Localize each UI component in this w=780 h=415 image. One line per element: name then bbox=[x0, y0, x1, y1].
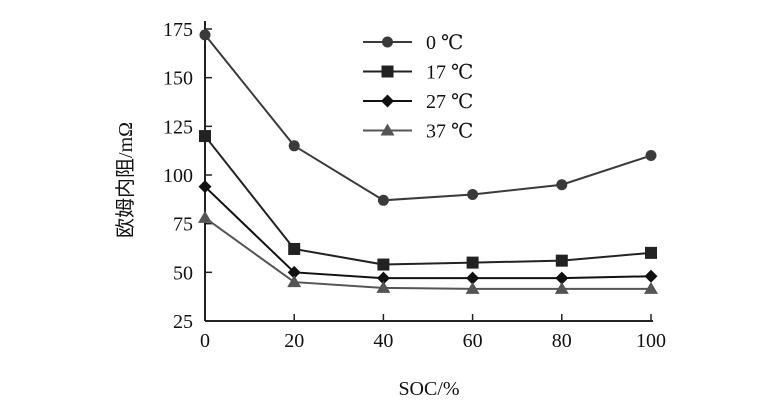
data-point bbox=[467, 188, 479, 200]
data-point bbox=[198, 210, 212, 223]
series-line bbox=[204, 34, 652, 202]
data-point bbox=[287, 275, 302, 288]
legend-label: 37 ℃ bbox=[426, 121, 473, 143]
legend-item: 0 ℃ bbox=[363, 32, 463, 54]
x-tick-label: 100 bbox=[636, 330, 666, 352]
series-2 bbox=[198, 180, 658, 285]
data-point bbox=[554, 281, 569, 294]
data-point bbox=[466, 271, 480, 285]
data-point bbox=[287, 265, 301, 279]
legend-label: 17 ℃ bbox=[426, 62, 473, 84]
y-tick-label: 125 bbox=[163, 116, 193, 138]
legend-item: 27 ℃ bbox=[363, 91, 473, 113]
chart-axes bbox=[204, 21, 653, 322]
legend-item: 17 ℃ bbox=[363, 62, 473, 84]
series-layer bbox=[198, 29, 658, 294]
y-tick-label: 100 bbox=[163, 165, 193, 187]
legend-marker bbox=[382, 36, 393, 48]
x-tick-label: 60 bbox=[463, 330, 483, 352]
y-tick-label: 25 bbox=[173, 311, 193, 333]
y-tick-label: 75 bbox=[173, 214, 193, 236]
data-point bbox=[198, 180, 212, 194]
x-tick-label: 80 bbox=[552, 330, 572, 352]
data-point bbox=[288, 242, 301, 255]
y-tick-label: 50 bbox=[173, 262, 193, 284]
data-point bbox=[556, 179, 568, 191]
data-point bbox=[288, 140, 300, 152]
data-point bbox=[555, 254, 568, 267]
legend: 0 ℃ 17 ℃ 27 ℃ 37 ℃ bbox=[363, 32, 473, 143]
x-tick-label: 20 bbox=[284, 330, 304, 352]
data-point bbox=[377, 258, 390, 271]
legend-item: 37 ℃ bbox=[363, 121, 473, 143]
data-point bbox=[555, 271, 569, 285]
x-tick-labels: 0 20 40 60 80 100 bbox=[200, 330, 666, 352]
data-point bbox=[377, 194, 389, 206]
data-point bbox=[199, 29, 211, 41]
data-point bbox=[465, 281, 480, 294]
x-tick-label: 0 bbox=[200, 330, 210, 352]
data-point bbox=[466, 256, 479, 269]
legend-marker bbox=[381, 94, 394, 108]
data-point bbox=[376, 271, 390, 285]
legend-label: 27 ℃ bbox=[426, 91, 473, 113]
data-point bbox=[645, 246, 657, 259]
data-point bbox=[199, 130, 211, 143]
series-0 bbox=[199, 29, 657, 206]
series-line bbox=[204, 185, 652, 280]
y-axis-title: 欧姆内阻/mΩ bbox=[114, 122, 137, 238]
y-tick-label: 175 bbox=[163, 19, 193, 41]
series-1 bbox=[199, 130, 657, 271]
x-tick-label: 40 bbox=[373, 330, 393, 352]
data-point bbox=[645, 150, 657, 162]
data-point bbox=[376, 280, 391, 293]
x-axis-title: SOC/% bbox=[398, 378, 459, 400]
series-3 bbox=[198, 210, 658, 294]
series-line bbox=[204, 217, 651, 290]
data-point bbox=[644, 281, 658, 294]
y-tick-labels: 25 50 75 100 125 150 175 bbox=[163, 19, 193, 333]
series-line bbox=[204, 135, 652, 266]
legend-marker bbox=[380, 123, 395, 136]
legend-marker bbox=[381, 65, 394, 78]
data-point bbox=[644, 269, 658, 283]
y-tick-label: 150 bbox=[163, 68, 193, 90]
legend-label: 0 ℃ bbox=[426, 32, 463, 54]
